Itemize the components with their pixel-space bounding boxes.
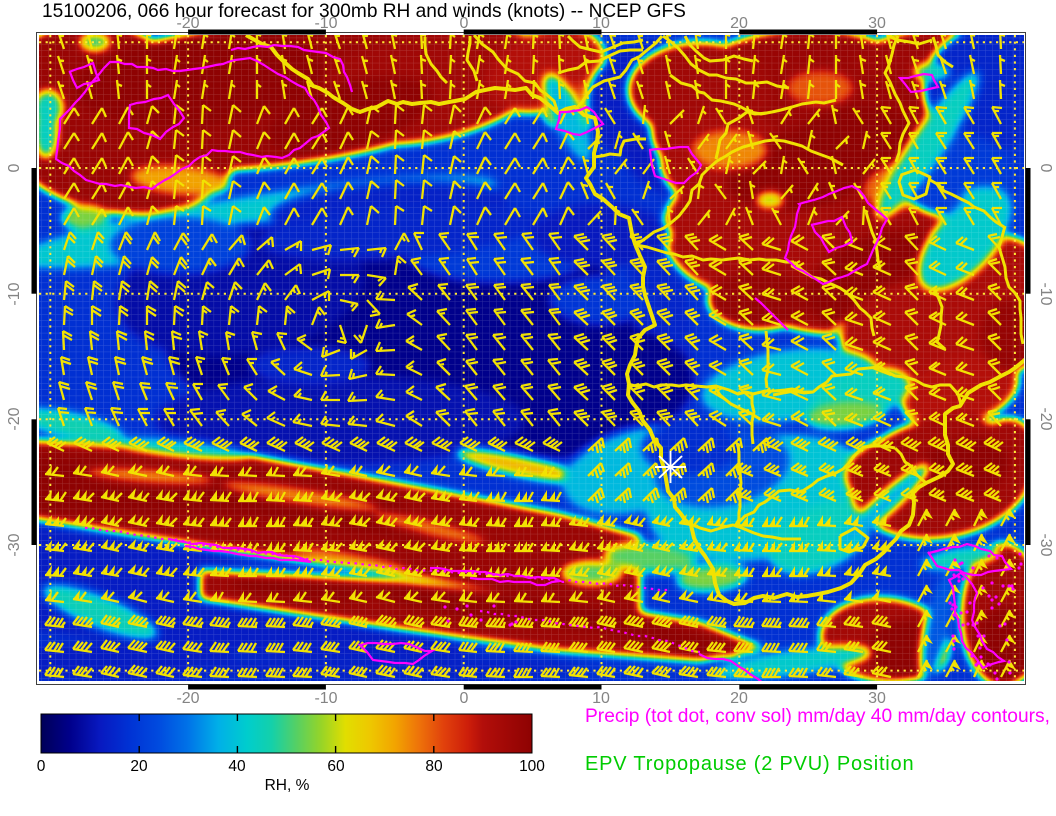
svg-text:Precip (tot dot, conv sol) mm/: Precip (tot dot, conv sol) mm/day 40 mm/… <box>585 706 1050 727</box>
svg-text:0: 0 <box>460 690 469 707</box>
svg-text:30: 30 <box>868 690 886 707</box>
svg-text:-20: -20 <box>176 15 199 32</box>
svg-text:15100206, 066 hour forecast fo: 15100206, 066 hour forecast for 300mb RH… <box>42 1 686 22</box>
svg-text:30: 30 <box>868 15 886 32</box>
svg-text:20: 20 <box>130 758 148 775</box>
svg-text:40: 40 <box>228 758 246 775</box>
svg-text:-30: -30 <box>6 533 23 556</box>
svg-text:20: 20 <box>730 15 748 32</box>
svg-text:RH, %: RH, % <box>265 777 310 794</box>
svg-text:-20: -20 <box>176 690 199 707</box>
svg-text:-30: -30 <box>1037 533 1054 556</box>
svg-text:0: 0 <box>460 15 469 32</box>
svg-text:-10: -10 <box>314 15 337 32</box>
svg-text:-10: -10 <box>1037 282 1054 305</box>
svg-text:100: 100 <box>519 758 545 775</box>
svg-text:EPV Tropopause (2 PVU) Positio: EPV Tropopause (2 PVU) Position <box>585 753 914 775</box>
svg-text:10: 10 <box>592 690 610 707</box>
svg-text:60: 60 <box>327 758 345 775</box>
svg-text:-10: -10 <box>6 282 23 305</box>
svg-text:-10: -10 <box>314 690 337 707</box>
svg-text:-20: -20 <box>1037 407 1054 430</box>
svg-text:20: 20 <box>730 690 748 707</box>
svg-text:80: 80 <box>425 758 443 775</box>
svg-text:0: 0 <box>1037 164 1054 173</box>
svg-text:10: 10 <box>592 15 610 32</box>
svg-text:-20: -20 <box>6 407 23 430</box>
svg-text:0: 0 <box>37 758 46 775</box>
svg-text:0: 0 <box>6 163 23 172</box>
